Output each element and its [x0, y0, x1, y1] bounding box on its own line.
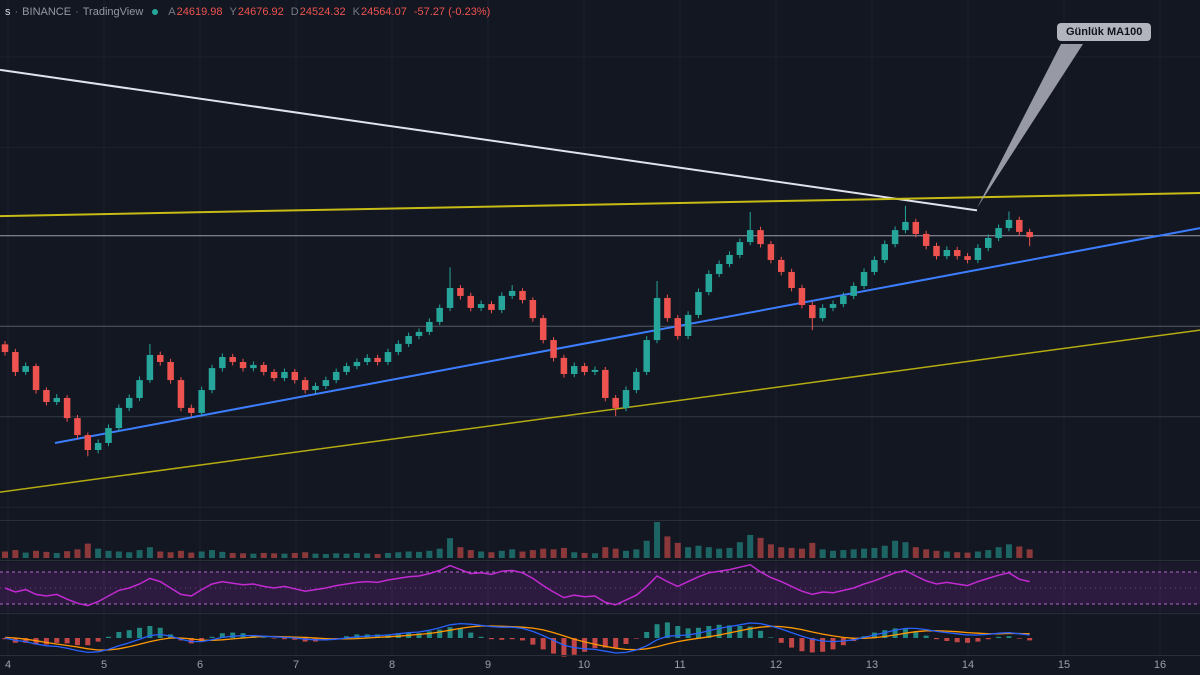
- open-value: 24619.98: [176, 6, 223, 19]
- time-axis-label[interactable]: 8: [388, 659, 396, 671]
- time-axis-label[interactable]: 4: [4, 659, 12, 671]
- symbol-title[interactable]: s: [5, 6, 11, 19]
- callout-pointer[interactable]: [977, 44, 1083, 208]
- macd-line: [4, 622, 1030, 654]
- rsi-pane[interactable]: [0, 562, 1200, 612]
- separator: ·: [14, 6, 19, 19]
- ascending-yellow-trendline: [0, 329, 1200, 493]
- time-axis-label[interactable]: 15: [1057, 659, 1071, 671]
- rsi-line: [4, 563, 1030, 607]
- time-axis-label[interactable]: 10: [577, 659, 591, 671]
- gridlines: [0, 0, 1200, 656]
- time-axis-label[interactable]: 5: [100, 659, 108, 671]
- separator: ·: [75, 6, 79, 19]
- time-axis-label[interactable]: 9: [484, 659, 492, 671]
- time-axis-label[interactable]: 11: [674, 659, 686, 671]
- pane-separators[interactable]: [0, 520, 1200, 656]
- time-axis-label[interactable]: 13: [865, 659, 879, 671]
- high-label: Y: [229, 6, 237, 19]
- high-value: 24676.92: [237, 6, 284, 19]
- symbol-header: s · BINANCE · TradingView A24619.98 Y24676.92 D…: [5, 6, 490, 18]
- close-value: 24564.07: [360, 6, 407, 19]
- volume-bars: [2, 522, 1033, 558]
- macd-pane[interactable]: [2, 622, 1033, 657]
- change-value: -57.27 (-0.23%): [413, 6, 491, 19]
- time-axis-label[interactable]: 7: [292, 659, 300, 671]
- low-value: 24524.32: [299, 6, 346, 19]
- time-axis-label[interactable]: 6: [196, 659, 204, 671]
- time-axis-label[interactable]: 14: [961, 659, 975, 671]
- open-label: A: [168, 6, 176, 19]
- low-label: D: [290, 6, 299, 19]
- callout-ma100[interactable]: Günlük MA100: [1057, 23, 1152, 41]
- trendline-drawings[interactable]: [0, 68, 1200, 493]
- ascending-blue-trendline: [54, 227, 1200, 444]
- exchange-name: BINANCE: [22, 6, 72, 19]
- live-status-dot: [152, 9, 159, 16]
- time-axis-label[interactable]: 12: [769, 659, 783, 671]
- platform-name: TradingView: [82, 6, 144, 19]
- close-label: K: [352, 6, 360, 19]
- time-axis[interactable]: 4 5 6 7 8 9 10 11 12 13 14 15 16: [0, 657, 1200, 675]
- ma100-daily-yellow-line: [0, 191, 1200, 218]
- descending-white-trendline: [0, 68, 978, 212]
- time-axis-label[interactable]: 16: [1153, 659, 1167, 671]
- candlesticks: [1, 205, 1033, 457]
